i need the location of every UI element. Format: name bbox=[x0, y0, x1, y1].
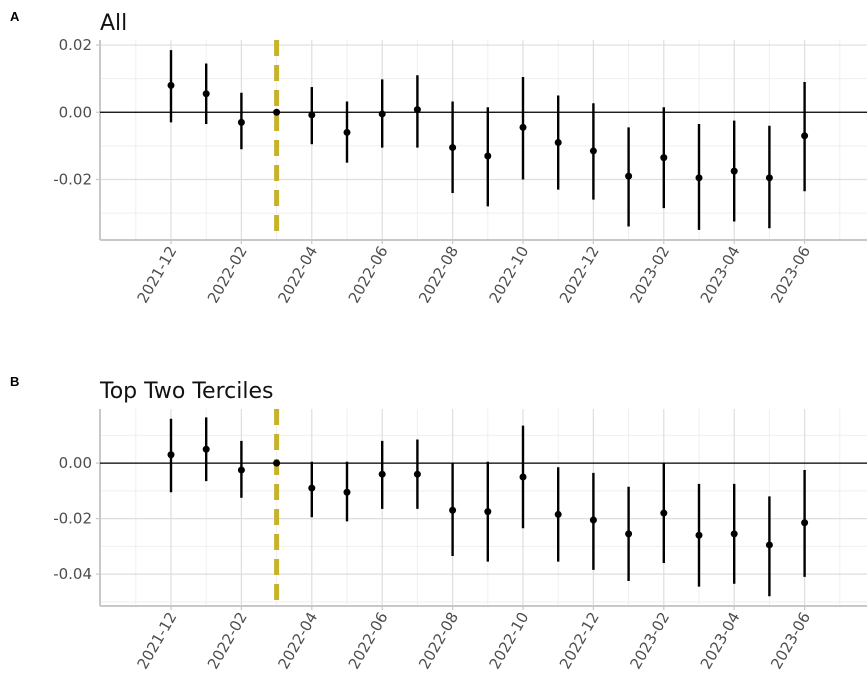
y-tick-label: 0.00 bbox=[59, 103, 92, 121]
panel-b-plot: -0.04 -0.02 0.00 2021-12 2022-02 2022-04 2022-… bbox=[53, 409, 867, 672]
point-estimate bbox=[484, 152, 492, 160]
x-tick-label: 2022-10 bbox=[486, 243, 533, 306]
x-tick-label: 2022-02 bbox=[204, 609, 251, 672]
point-estimate bbox=[343, 488, 351, 496]
x-tick-label: 2023-04 bbox=[697, 609, 744, 672]
point-estimate bbox=[273, 459, 281, 467]
point-estimate bbox=[378, 110, 386, 118]
x-tick-label: 2023-06 bbox=[767, 609, 814, 672]
panel-a-title: All bbox=[100, 11, 127, 36]
x-tick-label: 2022-04 bbox=[274, 243, 321, 306]
point-estimate bbox=[625, 530, 633, 538]
point-estimate bbox=[413, 470, 421, 478]
point-estimate bbox=[660, 509, 668, 517]
point-estimate bbox=[449, 144, 457, 152]
x-tick-label: 2023-06 bbox=[767, 243, 814, 306]
point-estimate bbox=[167, 451, 175, 459]
point-estimate bbox=[554, 139, 562, 147]
point-estimate bbox=[695, 531, 703, 539]
point-estimate bbox=[167, 81, 175, 89]
point-estimate bbox=[202, 90, 210, 98]
x-tick-label: 2022-08 bbox=[415, 243, 462, 306]
point-estimate bbox=[519, 473, 527, 481]
x-tick-label: 2023-02 bbox=[626, 243, 673, 306]
x-tick-label: 2022-02 bbox=[204, 243, 251, 306]
y-tick-label: -0.02 bbox=[53, 170, 92, 188]
y-tick-label: 0.02 bbox=[59, 36, 92, 54]
point-estimate bbox=[765, 541, 773, 549]
y-tick-label: -0.04 bbox=[53, 565, 92, 583]
x-tick-label: 2022-06 bbox=[345, 243, 392, 306]
panel-b-letter: B bbox=[10, 374, 19, 389]
y-tick-label: -0.02 bbox=[53, 510, 92, 528]
point-estimate bbox=[413, 106, 421, 114]
point-estimate bbox=[449, 506, 457, 514]
x-tick-label: 2021-12 bbox=[134, 243, 181, 306]
point-estimate bbox=[625, 172, 633, 180]
x-tick-label: 2023-04 bbox=[697, 243, 744, 306]
point-estimate bbox=[519, 123, 527, 131]
x-tick-label: 2022-04 bbox=[274, 609, 321, 672]
point-estimate bbox=[343, 128, 351, 136]
panel-b: B Top Two Terciles -0.04 -0.02 0.00 2021-12… bbox=[10, 374, 867, 672]
x-tick-label: 2022-12 bbox=[556, 243, 603, 306]
panel-a-plot: -0.02 0.00 0.02 2021-12 2022-02 2022-04 2022-0… bbox=[53, 36, 867, 306]
point-estimate bbox=[730, 167, 738, 175]
point-estimate bbox=[484, 508, 492, 516]
point-estimate bbox=[695, 174, 703, 182]
panel-a: A All -0.02 0.00 0.02 2021-12 2022-02 2022-04… bbox=[10, 9, 867, 306]
point-estimate bbox=[765, 174, 773, 182]
x-tick-label: 2022-06 bbox=[345, 609, 392, 672]
point-estimate bbox=[589, 516, 597, 524]
point-estimate bbox=[801, 519, 809, 527]
panel-b-title: Top Two Terciles bbox=[99, 379, 273, 404]
point-estimate bbox=[237, 118, 245, 126]
point-estimate bbox=[801, 132, 809, 140]
point-estimate bbox=[273, 108, 281, 116]
point-estimate bbox=[378, 470, 386, 478]
x-tick-label: 2021-12 bbox=[134, 609, 181, 672]
x-tick-label: 2022-12 bbox=[556, 609, 603, 672]
y-tick-label: 0.00 bbox=[59, 454, 92, 472]
x-tick-label: 2022-08 bbox=[415, 609, 462, 672]
x-tick-label: 2022-10 bbox=[486, 609, 533, 672]
point-estimate bbox=[660, 154, 668, 162]
point-estimate bbox=[308, 484, 316, 492]
x-tick-label: 2023-02 bbox=[626, 609, 673, 672]
point-estimate bbox=[237, 466, 245, 474]
point-estimate bbox=[308, 111, 316, 119]
point-estimate bbox=[202, 445, 210, 453]
panel-a-letter: A bbox=[10, 9, 20, 24]
point-estimate bbox=[589, 147, 597, 155]
point-estimate bbox=[730, 530, 738, 538]
point-estimate bbox=[554, 510, 562, 518]
